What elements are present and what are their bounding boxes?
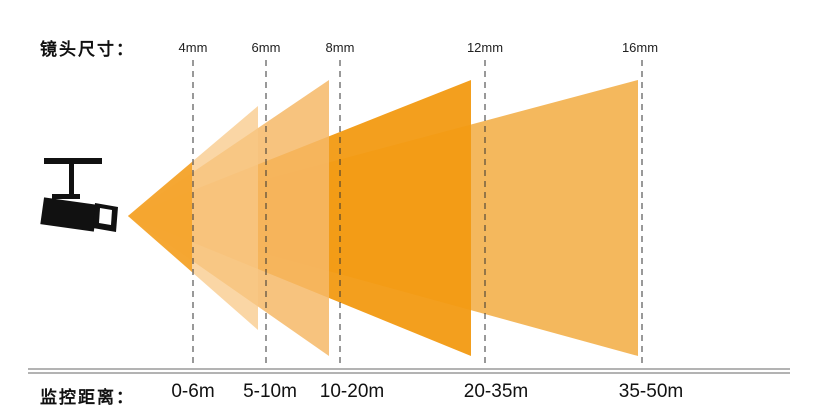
lens-label-12mm: 12mm — [466, 40, 504, 55]
lens-label-16mm: 16mm — [621, 40, 659, 55]
distance-label-20-35m: 20-35m — [463, 381, 529, 402]
distance-label-35-50m: 35-50m — [618, 381, 684, 402]
monitor-distance-label: 监控距离： — [40, 388, 135, 407]
lens-size-label: 镜头尺寸： — [40, 40, 135, 59]
lens-label-4mm: 4mm — [178, 40, 208, 55]
cctv-camera-icon — [40, 158, 118, 232]
distance-label-10-20m: 10-20m — [319, 381, 385, 402]
guide-lines — [192, 60, 643, 368]
distance-label-5-10m: 5-10m — [243, 381, 297, 402]
distance-label-0-6m: 0-6m — [171, 381, 215, 402]
lens-label-6mm: 6mm — [251, 40, 281, 55]
beam-4mm — [128, 162, 192, 272]
lens-label-8mm: 8mm — [325, 40, 355, 55]
